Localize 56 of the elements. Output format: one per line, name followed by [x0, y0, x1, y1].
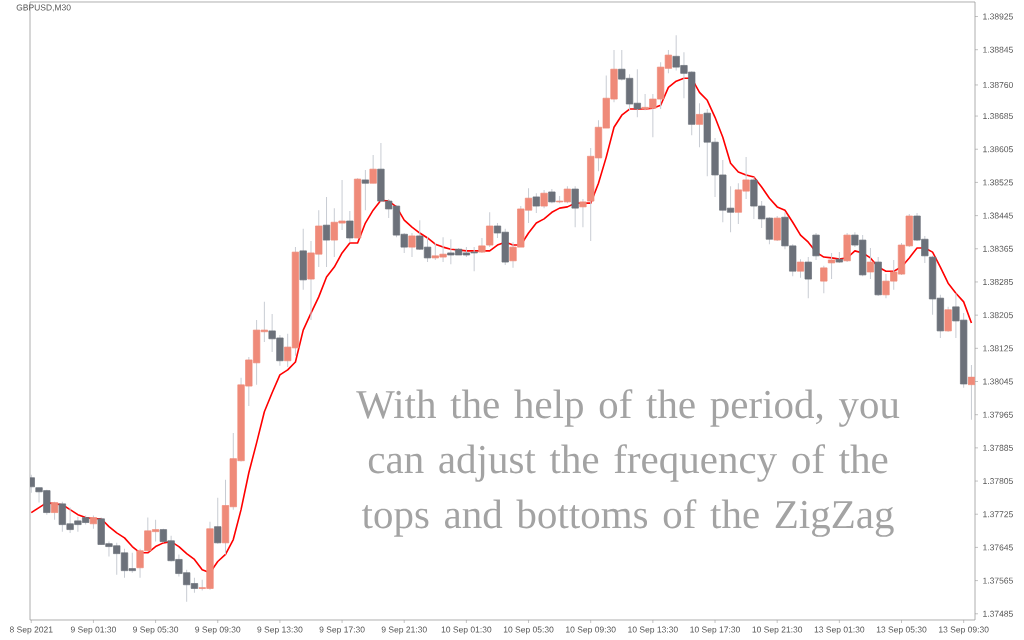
candlestick	[944, 306, 952, 333]
candlestick	[322, 196, 331, 268]
x-tick-label: 9 Sep 21:30	[381, 626, 427, 635]
annotation: With the help of the period, you can adjust the frequency of the tops and bottoms of the ZigZag	[356, 389, 900, 537]
candlestick	[346, 210, 354, 243]
x-tick-label: 13 Sep 09:30	[939, 626, 989, 635]
candlestick	[540, 189, 548, 209]
y-tick-label: 1.37805	[983, 478, 1013, 485]
y-tick-label: 1.37885	[983, 444, 1013, 451]
x-tick-label: 10 Sep 01:30	[441, 626, 492, 635]
y-tick-label: 1.38205	[983, 312, 1013, 319]
y-tick-label: 1.38365	[983, 245, 1013, 252]
y-tick-label: 1.38525	[983, 179, 1013, 186]
candlestick	[773, 215, 781, 242]
candlestick	[408, 232, 416, 258]
x-tick-label: 10 Sep 13:30	[628, 626, 678, 635]
x-tick-label: 9 Sep 05:30	[133, 626, 179, 635]
candlestick	[796, 258, 805, 279]
candlestick	[532, 192, 540, 214]
candlestick	[369, 154, 377, 184]
y-tick-label: 1.38285	[983, 278, 1013, 285]
x-tick-label: 13 Sep 01:30	[814, 626, 865, 635]
y-tick-label: 1.38685	[983, 113, 1013, 120]
y-tick-label: 1.38125	[983, 345, 1013, 352]
y-tick-label: 1.38845	[983, 46, 1013, 53]
candlestick	[812, 232, 820, 261]
candlestick	[695, 102, 704, 148]
y-tick-label: 1.38925	[983, 13, 1013, 20]
x-tick-label: 10 Sep 05:30	[503, 626, 554, 635]
x-tick-label: 10 Sep 17:30	[690, 626, 740, 635]
candlestick	[820, 265, 828, 294]
candlestick	[827, 252, 836, 280]
y-tick-label: 1.37965	[983, 411, 1013, 418]
candlestick	[361, 169, 369, 211]
x-tick-label: 9 Sep 13:30	[257, 626, 303, 635]
x-tick-label: 9 Sep 09:30	[195, 626, 241, 635]
x-tick-label: 9 Sep 01:30	[70, 626, 116, 635]
y-tick-label: 1.37645	[983, 544, 1013, 551]
x-tick-label: 13 Sep 05:30	[876, 626, 927, 635]
x-tick-label: 9 Sep 17:30	[319, 626, 365, 635]
candlestick	[214, 497, 222, 545]
x-tick-label: 10 Sep 09:30	[566, 626, 616, 635]
y-tick-label: 1.37565	[983, 577, 1013, 584]
candlestick	[866, 247, 875, 280]
y-tick-label: 1.37485	[983, 610, 1013, 617]
x-tick-label: 10 Sep 21:30	[752, 626, 803, 635]
y-tick-label: 1.38045	[983, 378, 1013, 385]
candlestick	[967, 364, 976, 421]
candlestick	[804, 256, 812, 299]
chart-title: GBPUSD,M30	[16, 4, 71, 12]
y-tick-label: 1.38445	[983, 212, 1013, 219]
x-tick-label: 8 Sep 2021	[9, 626, 53, 635]
y-tick-label: 1.38760	[983, 81, 1013, 88]
y-tick-label: 1.37725	[983, 511, 1013, 518]
candlestick	[571, 185, 579, 228]
y-tick-label: 1.38605	[983, 146, 1013, 153]
